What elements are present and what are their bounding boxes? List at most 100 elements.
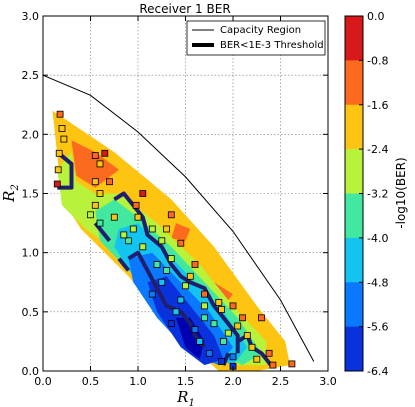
sample-point bbox=[120, 231, 128, 239]
legend: Capacity Region BER<1E-3 Threshold bbox=[186, 20, 326, 56]
sample-point bbox=[96, 190, 104, 197]
y-tick-label: 3.0 bbox=[22, 10, 40, 23]
sample-point bbox=[253, 355, 261, 363]
sample-point bbox=[96, 160, 104, 168]
colorbar-tick-label: -6.4 bbox=[367, 365, 388, 378]
sample-point bbox=[139, 243, 147, 251]
sample-point bbox=[269, 361, 277, 369]
sample-point bbox=[134, 213, 142, 221]
sample-point bbox=[258, 314, 265, 322]
sample-point bbox=[87, 211, 94, 219]
sample-point bbox=[101, 149, 109, 157]
sample-point bbox=[229, 302, 237, 310]
sample-point bbox=[220, 337, 227, 345]
sample-point bbox=[56, 110, 64, 118]
sample-point bbox=[163, 266, 170, 274]
colorbar-band bbox=[345, 237, 363, 283]
sample-point bbox=[172, 308, 180, 316]
contour-band bbox=[171, 223, 191, 241]
capacity-region bbox=[43, 74, 315, 362]
threshold-contour bbox=[56, 150, 74, 190]
sample-point bbox=[201, 302, 208, 310]
sample-point bbox=[234, 322, 242, 330]
x-tick-label: 0.0 bbox=[34, 375, 52, 388]
colorbar-band bbox=[345, 193, 363, 239]
sample-point bbox=[201, 314, 208, 322]
legend-box bbox=[186, 20, 326, 56]
sample-point bbox=[58, 125, 66, 132]
y-axis-ticks: 0.0 0.5 1.0 1.5 2.0 2.5 3.0 bbox=[22, 10, 328, 378]
y-tick-label: 2.5 bbox=[22, 69, 40, 82]
colorbar-band bbox=[345, 16, 363, 61]
colorbar-band bbox=[345, 326, 363, 372]
y-axis-label-sub: 2 bbox=[10, 184, 21, 191]
y-tick-label: 0.0 bbox=[22, 365, 40, 378]
sample-point bbox=[243, 332, 251, 339]
colorbar-label: -log10(BER) bbox=[394, 157, 408, 228]
colorbar-tick-label: -1.6 bbox=[367, 99, 388, 112]
x-tick-label: 2.0 bbox=[224, 375, 242, 388]
legend-threshold-label: BER<1E-3 Threshold bbox=[220, 40, 324, 51]
sample-point bbox=[177, 239, 185, 247]
sample-point bbox=[139, 190, 147, 197]
sample-point bbox=[186, 272, 194, 280]
sample-point bbox=[132, 201, 140, 209]
sample-points bbox=[53, 110, 296, 370]
colorbar-band bbox=[345, 149, 363, 195]
colorbar-band bbox=[345, 104, 363, 150]
sample-point bbox=[55, 149, 63, 157]
sample-point bbox=[158, 237, 166, 245]
sample-point bbox=[91, 201, 99, 209]
colorbar-tick-label: -4.8 bbox=[367, 276, 388, 289]
sample-point bbox=[167, 320, 175, 328]
x-axis-label-base: R bbox=[176, 388, 188, 406]
sample-point bbox=[239, 314, 246, 322]
sample-point bbox=[54, 166, 62, 174]
sample-point bbox=[167, 255, 175, 263]
sample-point bbox=[182, 282, 189, 290]
sample-point bbox=[191, 261, 199, 268]
x-tick-label: 1.0 bbox=[129, 375, 147, 388]
contour-band bbox=[176, 317, 205, 360]
chart-title: Receiver 1 BER bbox=[139, 2, 230, 16]
colorbar: 0.0 -0.8 -1.6 -2.4 -3.2 -4.0 -4.8 -5.6 -6.4 bbox=[344, 10, 388, 378]
sample-point bbox=[167, 211, 175, 219]
sample-point bbox=[288, 360, 296, 368]
x-axis-label: R1 bbox=[176, 388, 195, 407]
sample-point bbox=[91, 152, 99, 160]
colorbar-band bbox=[345, 282, 363, 328]
sample-point bbox=[106, 178, 113, 186]
y-axis-label-base: R bbox=[0, 191, 18, 203]
sample-point bbox=[248, 343, 256, 351]
sample-point bbox=[229, 353, 237, 361]
colorbar-tick-label: -0.8 bbox=[367, 54, 388, 67]
y-axis-label: R2 bbox=[0, 184, 21, 203]
sample-point bbox=[191, 326, 199, 334]
colorbar-tick-label: -3.2 bbox=[367, 188, 388, 201]
sample-point bbox=[148, 290, 156, 298]
x-tick-label: 2.5 bbox=[272, 375, 290, 388]
contour-band bbox=[71, 140, 119, 188]
threshold-contour bbox=[117, 257, 131, 272]
sample-point bbox=[210, 320, 218, 328]
y-tick-label: 2.0 bbox=[22, 128, 40, 141]
sample-point bbox=[205, 349, 213, 357]
sample-point bbox=[224, 329, 232, 337]
colorbar-tick-label: -5.6 bbox=[367, 321, 388, 334]
y-tick-label: 1.5 bbox=[22, 188, 40, 201]
legend-capacity-label: Capacity Region bbox=[220, 25, 301, 36]
x-tick-label: 1.5 bbox=[177, 375, 195, 388]
sample-point bbox=[148, 225, 156, 233]
capacity-region-line bbox=[43, 74, 315, 362]
threshold-contour bbox=[113, 191, 240, 354]
sample-point bbox=[53, 180, 61, 188]
y-tick-label: 0.5 bbox=[22, 306, 40, 319]
sample-point bbox=[153, 261, 161, 268]
sample-point bbox=[129, 225, 137, 233]
sample-point bbox=[125, 237, 132, 245]
sample-point bbox=[91, 178, 99, 186]
sample-point bbox=[60, 135, 68, 143]
sample-point bbox=[215, 298, 223, 306]
sample-point bbox=[218, 306, 226, 313]
